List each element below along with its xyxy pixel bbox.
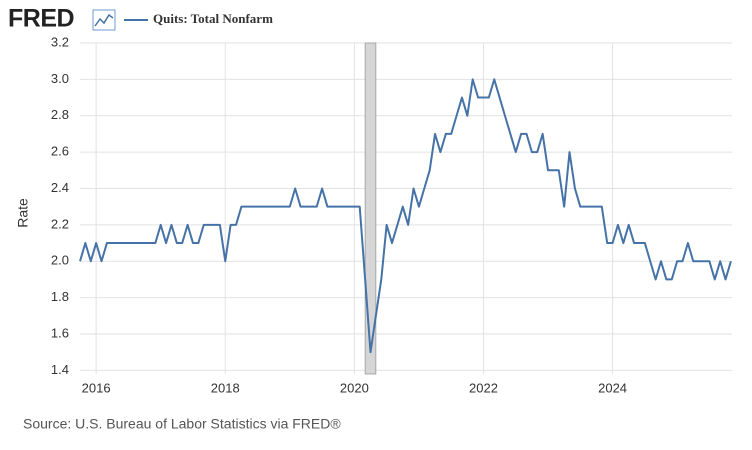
plot-area — [80, 43, 732, 374]
y-tick-label: 2.6 — [51, 144, 69, 159]
y-axis-label: Rate — [15, 198, 31, 228]
source: Source: U.S. Bureau of Labor Statistics … — [23, 416, 341, 432]
logo-icon — [92, 9, 116, 31]
y-tick-label: 2.2 — [51, 216, 69, 231]
x-tick-label: 2016 — [82, 380, 111, 395]
y-tick-label: 2.4 — [51, 180, 69, 195]
y-tick-label: 3.2 — [51, 34, 69, 49]
x-tick-label: 2018 — [211, 380, 240, 395]
logo: FRED — [8, 5, 74, 33]
x-tick-label: 2020 — [340, 380, 369, 395]
y-tick-label: 2.8 — [51, 107, 69, 122]
x-tick-label: 2024 — [598, 380, 627, 395]
recession-band — [364, 42, 377, 375]
y-tick-label: 1.6 — [51, 325, 69, 340]
y-tick-label: 2.0 — [51, 253, 69, 268]
x-tick-label: 2022 — [469, 380, 498, 395]
y-tick-label: 1.4 — [51, 362, 69, 377]
y-tick-label: 1.8 — [51, 289, 69, 304]
y-tick-label: 3.0 — [51, 71, 69, 86]
series-line — [79, 78, 732, 354]
legend-label: Quits: Total Nonfarm — [153, 11, 273, 26]
